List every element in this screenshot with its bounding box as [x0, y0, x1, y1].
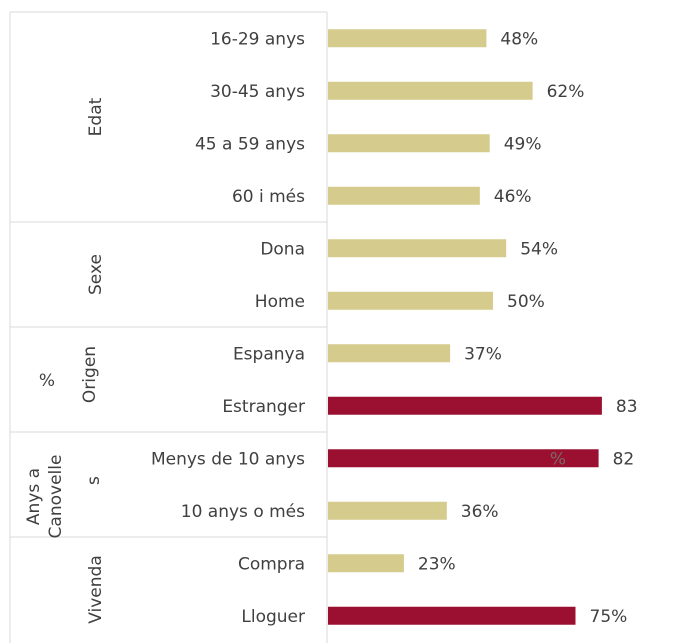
- bar: [328, 134, 490, 153]
- data-label: 46%: [494, 187, 532, 207]
- data-label: 62%: [547, 82, 585, 102]
- group-label-line: s: [84, 476, 104, 485]
- data-label: 23%: [418, 554, 456, 574]
- data-label: 48%: [500, 29, 538, 49]
- stray-percent-label: %: [39, 371, 55, 391]
- group-label: Edat: [86, 97, 106, 136]
- group-label-line: Anys a: [24, 468, 44, 525]
- bar: [328, 554, 404, 573]
- category-label: 30-45 anys: [210, 82, 305, 102]
- bar: [328, 291, 493, 310]
- data-label: 54%: [520, 239, 558, 259]
- bar: [328, 501, 447, 520]
- category-label: Lloguer: [241, 607, 305, 627]
- bar: [328, 29, 487, 48]
- group-label: Sexe: [86, 254, 106, 295]
- category-label: 60 i més: [232, 187, 305, 207]
- category-label: Menys de 10 anys: [151, 449, 305, 469]
- data-label: 49%: [504, 134, 542, 154]
- category-label: Compra: [238, 554, 305, 574]
- bar: [328, 239, 507, 258]
- data-label: 36%: [461, 502, 499, 522]
- category-label: Dona: [260, 239, 305, 259]
- bar: [328, 81, 533, 100]
- group-label: Origen: [80, 346, 100, 403]
- category-label: 45 a 59 anys: [195, 134, 305, 154]
- bar: [328, 449, 599, 468]
- category-label: Espanya: [233, 344, 305, 364]
- group-label: Vivenda: [86, 555, 106, 623]
- bar: [328, 606, 576, 625]
- data-label: 37%: [464, 344, 502, 364]
- bar: [328, 396, 602, 415]
- category-label: Estranger: [222, 397, 305, 417]
- category-label: 10 anys o més: [181, 502, 305, 522]
- category-label: 16-29 anys: [210, 29, 305, 49]
- group-label-line: Canovelle: [46, 455, 66, 539]
- data-label: 75%: [590, 607, 628, 627]
- category-label: Home: [255, 292, 305, 312]
- data-label: 83: [616, 397, 638, 417]
- data-label: 50%: [507, 292, 545, 312]
- stray-percent-label: %: [550, 449, 566, 469]
- bar: [328, 186, 480, 205]
- data-label: 82: [613, 449, 635, 469]
- bar: [328, 344, 451, 363]
